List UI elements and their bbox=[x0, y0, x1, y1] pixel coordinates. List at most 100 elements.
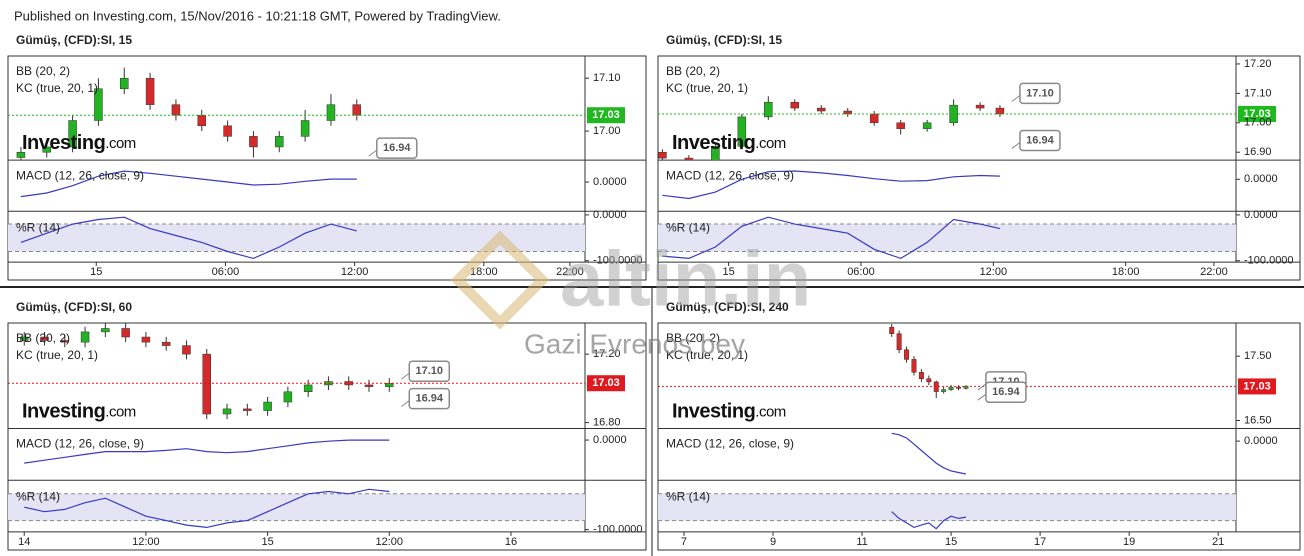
candle-body bbox=[904, 349, 910, 360]
macd-pane bbox=[24, 439, 390, 464]
panel-frame bbox=[657, 55, 1301, 281]
indicator-label: BB (20, 2) bbox=[16, 64, 70, 78]
y-tick-label: 0.0000 bbox=[1244, 435, 1278, 447]
candle-body bbox=[956, 386, 961, 389]
price-pane bbox=[19, 323, 394, 420]
candle-body bbox=[889, 326, 895, 334]
y-tick-label: 16.90 bbox=[1244, 146, 1272, 158]
x-tick-label: 15 bbox=[722, 266, 734, 278]
candle-body bbox=[42, 146, 52, 153]
alert-pointer bbox=[977, 393, 987, 401]
y-tick-label: -100.0000 bbox=[1244, 255, 1294, 267]
macd-pane bbox=[20, 170, 357, 198]
alert-box bbox=[1019, 82, 1061, 105]
last-price-label: 17.03 bbox=[592, 377, 620, 389]
candle-body bbox=[995, 107, 1005, 115]
candle-body bbox=[19, 336, 29, 341]
x-tick-label: 12:00 bbox=[341, 266, 369, 278]
logo: Investing.com bbox=[22, 132, 136, 154]
x-tick-label: 16 bbox=[505, 536, 517, 548]
alert-pointer bbox=[400, 400, 410, 408]
x-tick-label: 12:00 bbox=[376, 536, 404, 548]
price-pane bbox=[16, 67, 362, 161]
candle-body bbox=[40, 336, 49, 341]
y-tick-label: 17.50 bbox=[1244, 350, 1272, 362]
y-tick-label: 0.0000 bbox=[593, 434, 627, 446]
x-tick-label: 15 bbox=[90, 266, 102, 278]
x-tick-label: 12:00 bbox=[132, 536, 160, 548]
candle-body bbox=[68, 120, 77, 148]
y-tick-label: 16.80 bbox=[593, 416, 621, 428]
candle-body bbox=[918, 372, 924, 379]
x-tick-label: 15 bbox=[945, 536, 957, 548]
y-tick-label: 17.10 bbox=[1244, 87, 1272, 99]
last-price-tag bbox=[1238, 105, 1276, 122]
indicator-label: BB (20, 2) bbox=[666, 331, 720, 345]
candle-body bbox=[161, 341, 171, 346]
alert-label: 16.94 bbox=[992, 386, 1020, 398]
candle-body bbox=[896, 333, 902, 351]
candle-body bbox=[963, 386, 969, 389]
macd-line bbox=[20, 170, 357, 198]
indicator-label: KC (true, 20, 1) bbox=[666, 348, 748, 362]
macd-line bbox=[24, 439, 390, 464]
y-tick-label: 0.0000 bbox=[1244, 173, 1278, 185]
logo-word: Investing bbox=[22, 132, 105, 154]
logo-suffix: .com bbox=[105, 404, 136, 421]
candle-body bbox=[737, 116, 747, 147]
alert-pointer bbox=[368, 149, 378, 157]
y-tick-label: 0.0000 bbox=[593, 176, 627, 188]
y-tick-label: -100.0000 bbox=[593, 255, 643, 267]
last-price-label: 17.03 bbox=[592, 109, 620, 121]
chart-title: Gümüş, (CFD):SI, 60 bbox=[16, 300, 132, 314]
x-tick-label: 14 bbox=[18, 536, 30, 548]
alert-label: 16.94 bbox=[1026, 134, 1054, 146]
alert-box bbox=[985, 381, 1027, 403]
candle-body bbox=[684, 157, 694, 161]
panel-frame bbox=[7, 55, 647, 281]
logo: Investing.com bbox=[672, 401, 786, 423]
candle-body bbox=[352, 104, 362, 116]
macd-pane bbox=[891, 432, 967, 475]
x-tick-label: 19 bbox=[1123, 536, 1135, 548]
candle-body bbox=[922, 122, 932, 129]
logo-word: Investing bbox=[672, 401, 755, 423]
logo-word: Investing bbox=[22, 401, 105, 423]
y-tick-label: 17.10 bbox=[593, 72, 621, 84]
candle-body bbox=[790, 101, 800, 109]
y-tick-label: 17.20 bbox=[1244, 58, 1272, 70]
candle-body bbox=[120, 77, 129, 90]
x-tick-label: 06:00 bbox=[847, 266, 875, 278]
williams_r-line bbox=[662, 216, 1001, 260]
logo: Investing.com bbox=[22, 401, 136, 423]
y-tick-label: 16.50 bbox=[1244, 414, 1272, 426]
x-tick-label: 06:00 bbox=[212, 266, 240, 278]
x-tick-label: 22:00 bbox=[556, 266, 584, 278]
candle-body bbox=[141, 336, 151, 343]
macd-pane bbox=[662, 170, 1000, 200]
x-tick-label: 7 bbox=[681, 536, 687, 548]
candle-body bbox=[948, 386, 954, 390]
macd-label: MACD (12, 26, close, 9) bbox=[16, 437, 144, 451]
candle-body bbox=[326, 104, 336, 121]
williams-pane bbox=[658, 216, 1236, 260]
alert-label: 17.10 bbox=[1026, 87, 1054, 99]
alert-pointer bbox=[400, 372, 410, 380]
candle-body bbox=[300, 120, 310, 137]
candle-body bbox=[896, 122, 905, 129]
candle-body bbox=[197, 114, 207, 127]
watermark-icon bbox=[450, 230, 550, 330]
candle-body bbox=[275, 136, 284, 148]
alert-pointer bbox=[1011, 94, 1021, 102]
logo-suffix: .com bbox=[755, 135, 786, 152]
panel-frame bbox=[7, 322, 647, 551]
candle-body bbox=[364, 384, 374, 387]
candle-body bbox=[223, 125, 232, 137]
last-price-label: 17.03 bbox=[1243, 108, 1271, 120]
candle-body bbox=[243, 408, 252, 411]
candle-body bbox=[926, 378, 932, 383]
candle-body bbox=[182, 345, 191, 355]
x-tick-label: 15 bbox=[261, 536, 273, 548]
